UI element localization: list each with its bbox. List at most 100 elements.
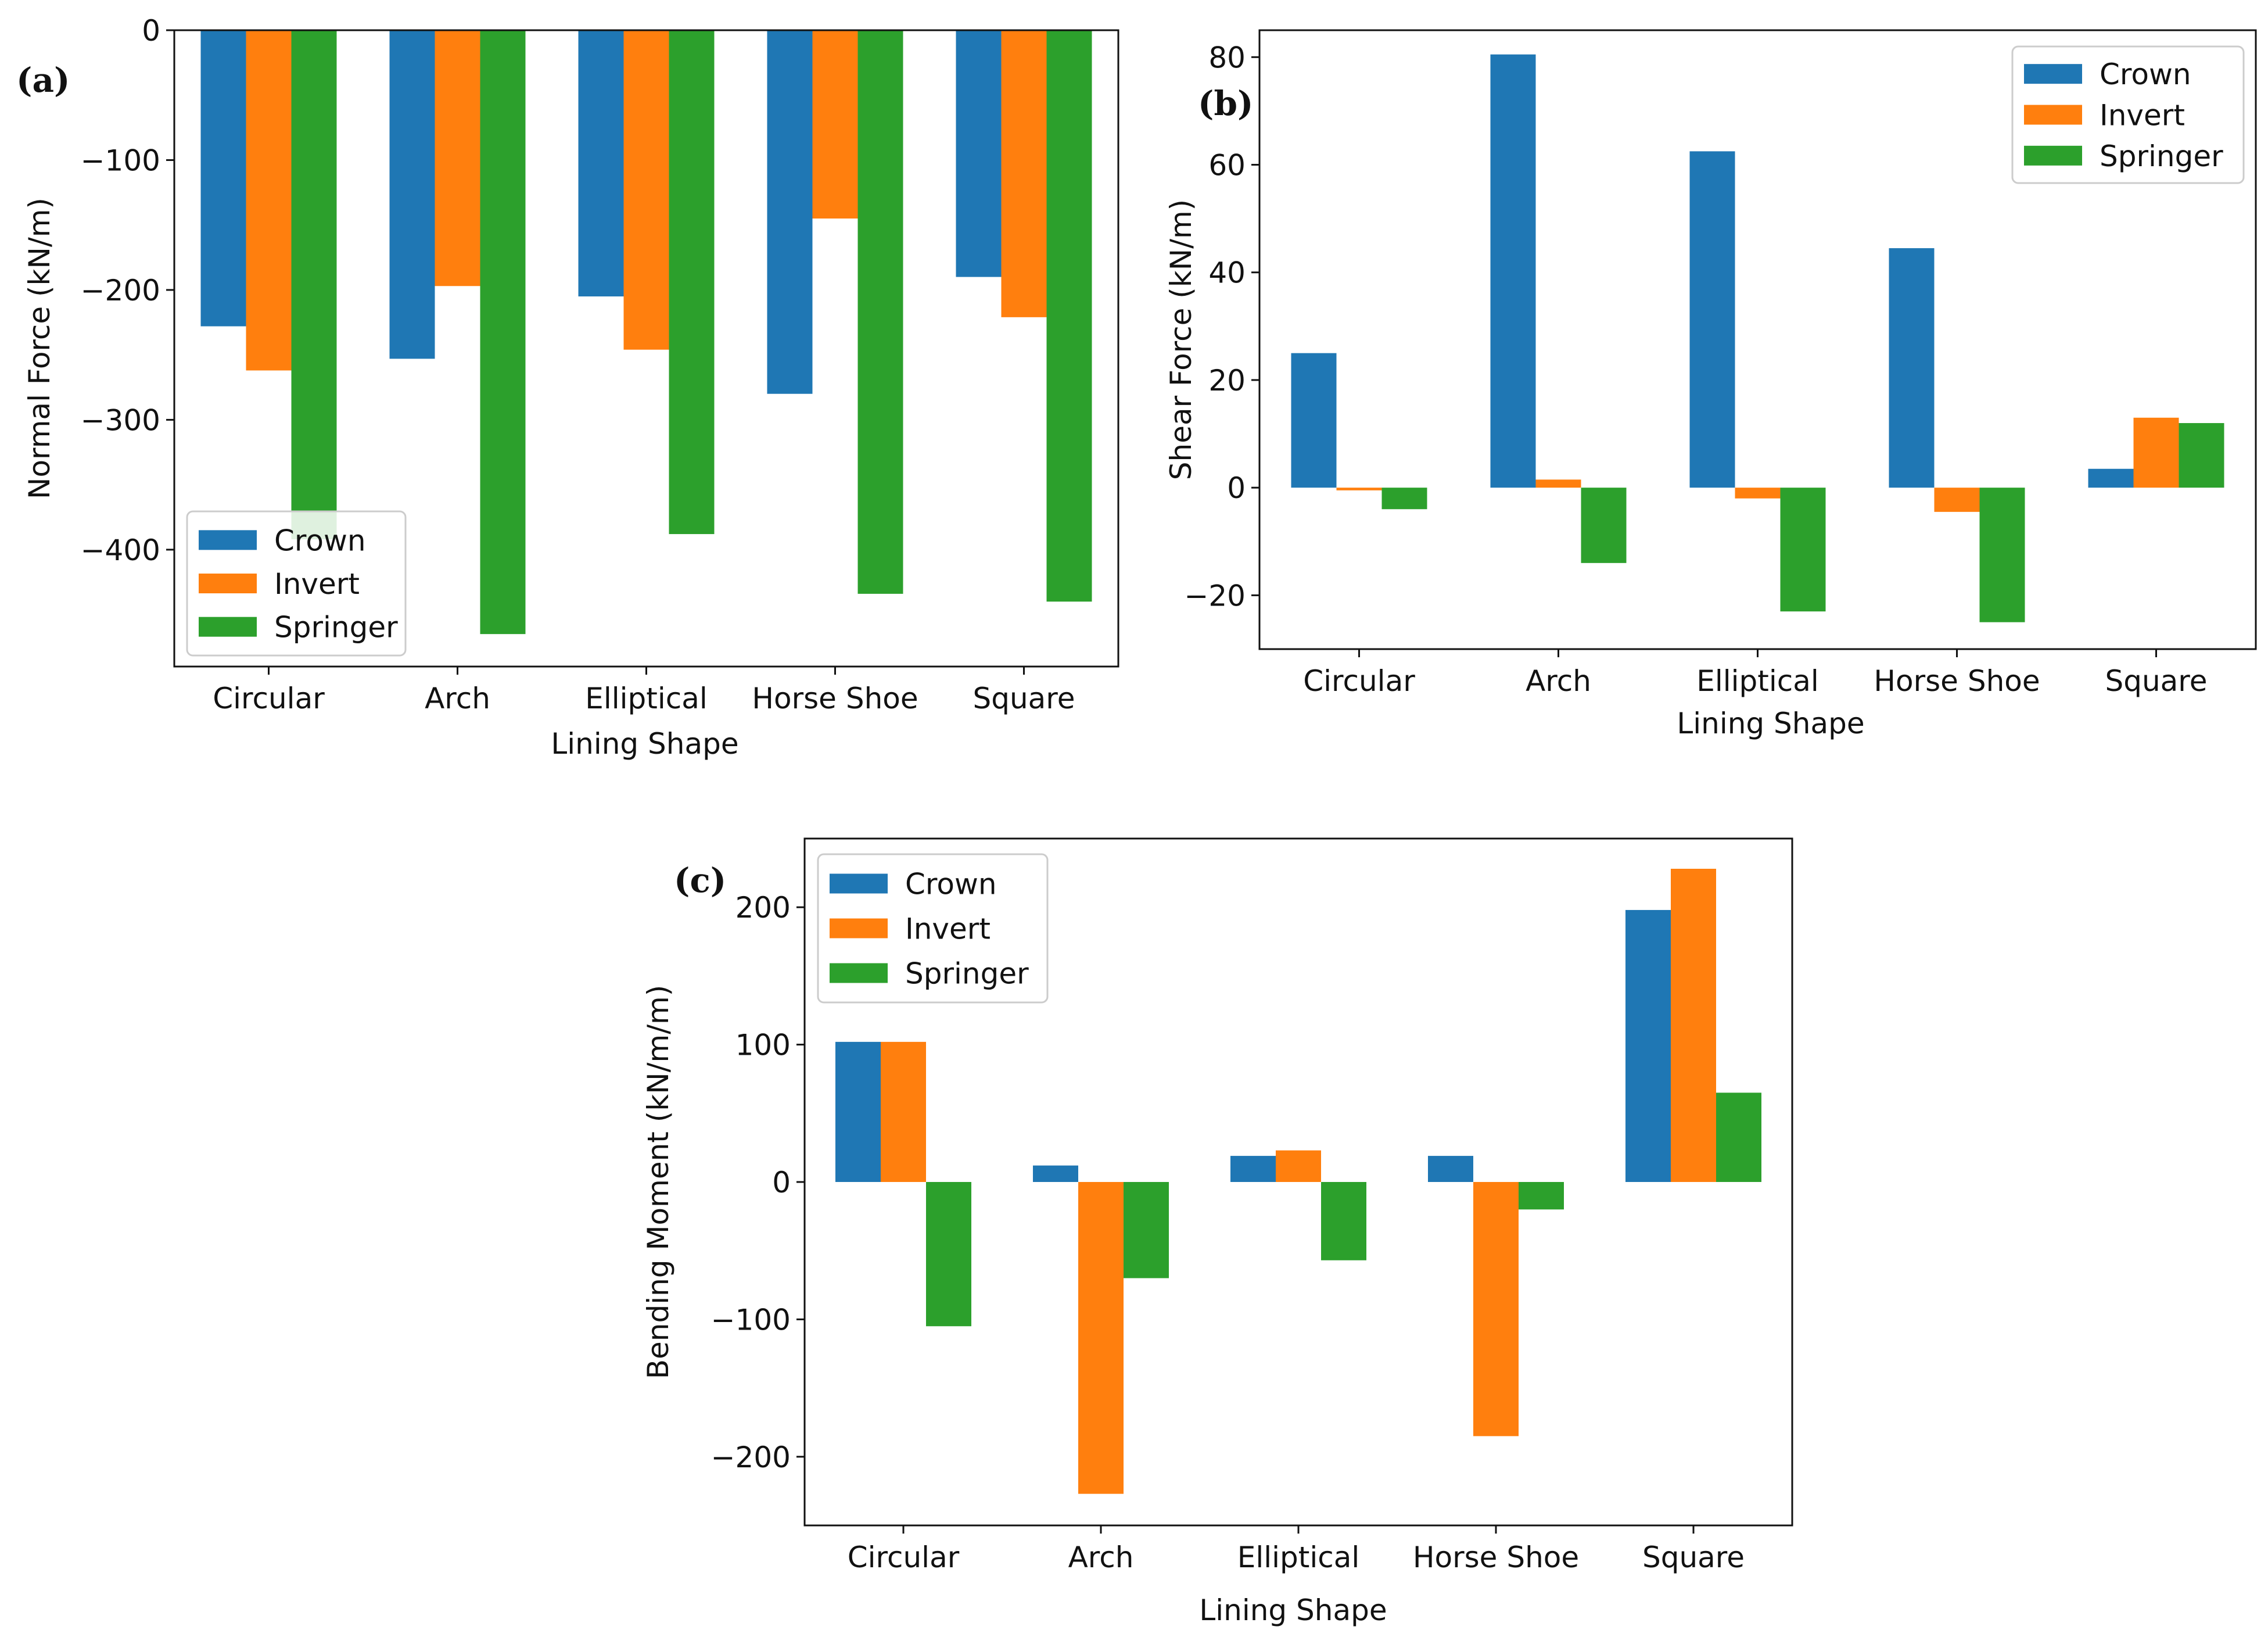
y-tick-label: 0 — [772, 1166, 791, 1199]
y-tick-label: 40 — [1208, 256, 1246, 290]
legend-swatch-crown — [2024, 64, 2082, 84]
legend: Crown Invert Springer — [186, 510, 407, 657]
bar-crown-elliptical — [578, 30, 624, 297]
bar-crown-square — [2088, 468, 2134, 488]
x-tick-label: Circular — [1303, 664, 1415, 698]
bar-springer-arch — [1581, 488, 1627, 563]
bar-crown-circular — [835, 1041, 881, 1182]
legend-label-springer: Springer — [274, 611, 398, 644]
bar-invert-elliptical — [1735, 488, 1781, 499]
y-tick-label: −200 — [81, 274, 160, 307]
x-tick-label: Arch — [1068, 1541, 1134, 1574]
bar-invert-horse-shoe — [1934, 488, 1980, 512]
bar-springer-square — [1046, 30, 1092, 602]
bar-invert-arch — [1078, 1182, 1124, 1494]
x-tick-label: Arch — [425, 682, 490, 715]
chart-panel-c: 200 100 0 −100 −200 Circular Arch Elliptical Hor… — [641, 837, 1793, 1627]
bar-springer-elliptical — [669, 30, 715, 535]
x-axis-label: Lining Shape — [551, 727, 738, 761]
x-tick-label: Horse Shoe — [1874, 664, 2040, 698]
legend-swatch-springer — [830, 963, 888, 983]
legend: Crown Invert Springer — [817, 853, 1049, 1004]
legend-swatch-springer — [199, 617, 257, 637]
bar-crown-elliptical — [1230, 1156, 1276, 1182]
y-tick-label: 60 — [1208, 149, 1246, 182]
x-tick-label: Square — [1642, 1541, 1745, 1574]
x-tick-label: Elliptical — [1696, 664, 1819, 698]
chart-panel-b: 80 60 40 20 0 −20 Circular Arch Elliptical Horse … — [1164, 29, 2257, 740]
y-tick-label: −200 — [711, 1441, 791, 1474]
bar-springer-horse-shoe — [1519, 1182, 1564, 1210]
bar-springer-horse-shoe — [1979, 488, 2025, 622]
bar-invert-arch — [1535, 479, 1581, 488]
bar-springer-circular — [291, 30, 337, 539]
bar-invert-circular — [1336, 488, 1382, 490]
legend-swatch-springer — [2024, 145, 2082, 166]
legend-swatch-crown — [830, 873, 888, 894]
legend-label-springer: Springer — [2100, 139, 2223, 173]
bar-invert-circular — [246, 30, 292, 371]
y-axis-label: Normal Force (kN/m) — [23, 198, 56, 499]
x-axis-label: Lining Shape — [1677, 707, 1864, 740]
legend-swatch-invert — [2024, 105, 2082, 125]
bar-springer-arch — [480, 30, 526, 635]
x-tick-label: Horse Shoe — [752, 682, 918, 715]
bar-crown-horse-shoe — [1889, 248, 1935, 488]
chart-panel-a: 0 −100 −200 −300 −400 Circular Arch Elliptical H… — [16, 14, 1119, 761]
x-tick-label: Circular — [848, 1541, 960, 1574]
legend-swatch-crown — [199, 530, 257, 550]
bar-invert-square — [1001, 30, 1047, 317]
x-tick-label: Elliptical — [1237, 1541, 1360, 1574]
x-tick-label: Arch — [1526, 664, 1591, 698]
y-axis-label: Bending Moment (kN/m/m) — [641, 985, 675, 1380]
panel-label: (b) — [1198, 84, 1253, 123]
bar-invert-circular — [881, 1041, 926, 1182]
bar-crown-arch — [1033, 1165, 1078, 1182]
y-tick-label: 80 — [1208, 41, 1246, 74]
legend-label-crown: Crown — [274, 524, 366, 557]
legend-label-invert: Invert — [905, 912, 991, 946]
bar-crown-circular — [1291, 353, 1337, 488]
bar-springer-circular — [1381, 488, 1427, 510]
bar-springer-horse-shoe — [857, 30, 903, 594]
x-tick-label: Horse Shoe — [1413, 1541, 1579, 1574]
legend-swatch-invert — [830, 918, 888, 939]
bar-springer-square — [1716, 1092, 1761, 1182]
y-tick-label: 20 — [1208, 364, 1246, 397]
panel-label: (c) — [674, 861, 726, 900]
y-tick-label: −100 — [711, 1303, 791, 1337]
bar-crown-arch — [1490, 54, 1536, 488]
bar-invert-elliptical — [1276, 1150, 1321, 1182]
bar-invert-square — [1671, 869, 1716, 1182]
bar-springer-elliptical — [1780, 488, 1826, 612]
bar-crown-elliptical — [1689, 151, 1735, 488]
bar-springer-circular — [926, 1182, 971, 1327]
bar-crown-circular — [200, 30, 246, 327]
bar-invert-horse-shoe — [1473, 1182, 1519, 1437]
bar-crown-horse-shoe — [767, 30, 813, 394]
y-tick-label: 0 — [142, 14, 160, 48]
y-axis-label: Shear Force (kN/m) — [1164, 199, 1198, 480]
x-tick-label: Elliptical — [585, 682, 708, 715]
legend-label-invert: Invert — [2100, 99, 2185, 132]
x-axis-label: Lining Shape — [1199, 1593, 1387, 1627]
y-tick-label: −400 — [81, 533, 160, 567]
y-tick-label: −20 — [1184, 579, 1246, 612]
bar-invert-arch — [435, 30, 480, 286]
legend: Crown Invert Springer — [2011, 45, 2245, 184]
legend-swatch-invert — [199, 574, 257, 593]
legend-label-crown: Crown — [905, 868, 997, 901]
y-tick-label: 0 — [1227, 471, 1246, 505]
panel-label: (a) — [16, 60, 70, 100]
y-tick-label: −100 — [81, 144, 160, 177]
y-tick-label: −300 — [81, 403, 160, 437]
legend-label-crown: Crown — [2100, 58, 2191, 91]
bar-invert-elliptical — [623, 30, 669, 350]
bar-crown-arch — [389, 30, 435, 359]
bar-crown-square — [956, 30, 1002, 277]
y-tick-label: 100 — [735, 1029, 791, 1062]
bar-invert-square — [2133, 417, 2179, 488]
bar-invert-horse-shoe — [812, 30, 858, 219]
y-tick-label: 200 — [735, 891, 791, 925]
